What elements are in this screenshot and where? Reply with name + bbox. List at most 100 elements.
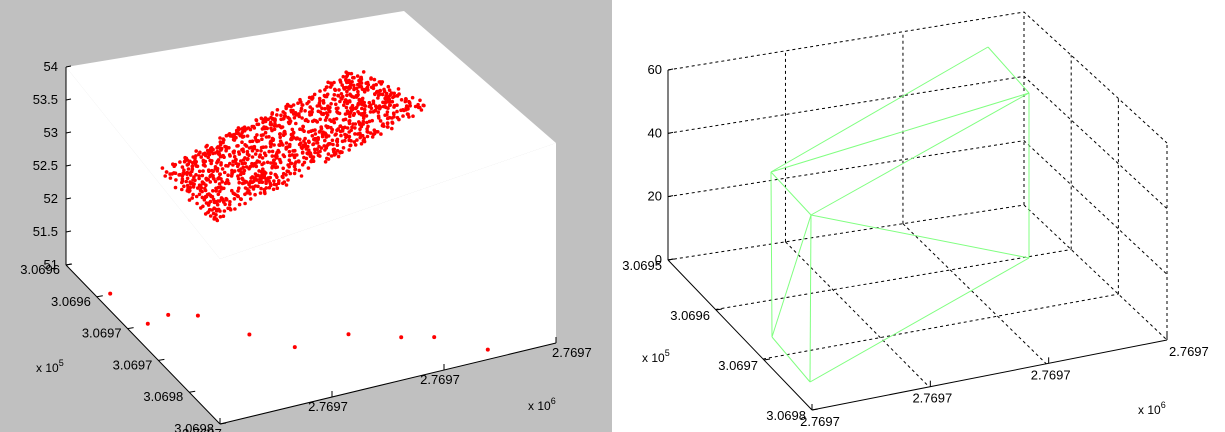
y-tick-label: 3.0696 [670,308,710,323]
scatter-point [287,149,292,154]
scatter-point [275,113,279,117]
scatter-point [232,197,237,201]
scatter-point [243,143,247,147]
scatter-point [373,108,378,113]
scatter-point [197,169,202,174]
scatter-point [395,103,399,107]
scatter-point [217,182,222,186]
scatter-point [245,134,250,138]
scatter-point [267,185,272,190]
scatter-point [372,128,377,132]
scatter-point [362,90,367,94]
scatter-point [432,335,437,340]
grid-line [667,204,1168,341]
scatter-point [395,94,400,98]
right-chart-panel: 0 20 40 60 3.0695 3.0696 3.0697 3.0698 2.7697 2… [612,0,1225,432]
z-tick-label: 51.5 [33,224,58,239]
scatter-point [269,171,273,175]
scatter-point [303,118,308,123]
mesh-edge [771,214,812,338]
z-tick-mark [65,131,72,134]
scatter-point [344,105,349,110]
scatter-point [289,104,294,109]
y-axis-ticks: 3.0696 3.0696 3.0697 3.0697 3.0698 3.0698 [20,262,227,432]
scatter-point [365,85,370,90]
scatter-point [229,134,234,138]
scatter-point [275,186,280,190]
scatter-point [232,169,237,173]
scatter-point [180,179,185,183]
scatter-point [282,114,287,118]
scatter-point [338,80,343,84]
scatter-point [259,186,263,191]
scatter-point [211,189,215,193]
scatter-point [283,132,287,136]
scatter-point [268,141,273,146]
scatter-point [287,153,292,158]
scatter-point [319,127,324,131]
scatter-point [220,167,225,171]
scatter-point [376,114,381,118]
scatter-point [378,88,383,93]
y-tick-mark [96,295,103,298]
scatter-point [391,95,395,100]
scatter-point [295,112,300,117]
scatter-point [329,119,334,123]
scatter-point [225,179,230,183]
scatter-point [299,145,304,149]
scatter-point [310,110,314,114]
scatter-point [237,180,241,185]
scatter-point [300,103,305,107]
scatter-point [333,97,337,102]
scatter-point [197,152,201,157]
scatter-point [264,125,268,130]
scatter-point [384,91,389,96]
scatter-point [360,106,364,111]
scatter-point [324,124,328,128]
grid-line [667,140,1168,275]
scatter-point [345,134,350,139]
scatter-point [237,202,242,207]
scatter-point [343,117,348,122]
scatter-point [293,167,298,172]
scatter-point [201,169,205,173]
scatter-point [200,195,205,200]
scatter-point [352,95,356,99]
scatter-point [390,120,395,125]
scatter-point [381,92,385,97]
scatter-point [272,143,276,147]
scatter-point [251,145,256,149]
scatter-point [216,207,221,212]
scatter-point [348,143,353,148]
scatter-point [190,161,195,165]
scatter-point [208,158,212,163]
z-tick-label: 20 [648,189,662,204]
scatter-point [228,200,232,204]
x-tick-label: 2.7697 [1169,344,1209,359]
scatter-point [203,212,208,216]
scatter-point [361,116,366,120]
scatter-point [352,140,357,144]
scatter-point [318,117,323,122]
scatter-point [278,135,283,139]
scatter-point [347,148,352,152]
scatter-point [347,85,351,89]
scatter-point [310,134,315,138]
scatter-point [323,118,328,122]
scatter-point [353,126,357,130]
scatter-point [376,130,380,134]
scatter-point [380,80,385,84]
scatter-point [185,189,190,193]
scatter-point [243,192,247,197]
scatter-point [184,179,188,184]
scatter-point [236,177,241,181]
scatter-point [368,110,373,114]
scatter-point [218,142,223,147]
scatter-point [255,133,259,137]
scatter-point [323,131,328,135]
scatter-point [284,183,289,187]
mesh-edge [770,171,773,338]
scatter-point [334,132,338,136]
scatter-point [231,191,236,195]
scatter-point [336,127,341,131]
